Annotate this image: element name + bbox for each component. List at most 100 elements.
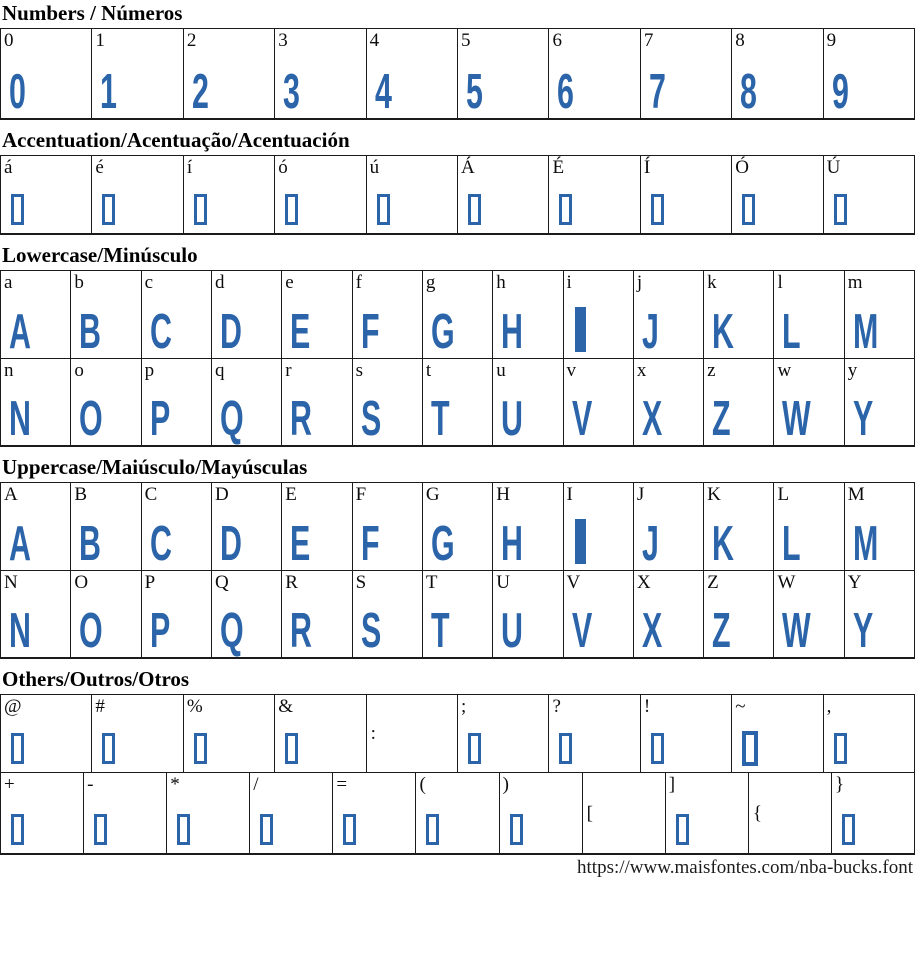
font-glyph: Y	[852, 392, 874, 447]
missing-glyph-box	[285, 194, 299, 226]
char-label: o	[74, 360, 84, 382]
char-label: Ó	[735, 157, 749, 179]
char-label: (	[419, 774, 426, 796]
font-glyph: V	[571, 604, 592, 659]
font-glyph: N	[9, 392, 31, 447]
glyph-cell: Í	[639, 155, 733, 236]
char-label: é	[95, 157, 104, 179]
glyph-cell: =	[332, 772, 417, 856]
glyph-cell: É	[548, 155, 641, 236]
section-title: Numbers / Números	[2, 1, 183, 25]
char-label: ~	[735, 696, 746, 718]
font-glyph: T	[430, 392, 450, 447]
section-title: Accentuation/Acentuação/Acentuación	[2, 128, 350, 153]
missing-glyph-box	[559, 194, 573, 226]
char-label: F	[355, 484, 367, 506]
char-label: :	[370, 723, 376, 745]
missing-glyph-box	[675, 814, 689, 846]
char-label: R	[285, 572, 298, 594]
font-glyph: 9	[831, 64, 849, 119]
char-label: 0	[4, 30, 14, 52]
glyph-cell: ú	[365, 155, 459, 236]
font-glyph: E	[290, 517, 311, 572]
missing-glyph-box	[468, 733, 482, 765]
missing-glyph-box	[102, 733, 116, 765]
glyph-cell: é	[91, 155, 184, 236]
section-title: Others/Outros/Otros	[2, 667, 190, 692]
glyph-cell: #	[91, 694, 184, 774]
font-glyph: K	[712, 517, 735, 572]
font-glyph: S	[360, 604, 381, 659]
char-label: Z	[707, 572, 719, 594]
char-label: c	[144, 272, 154, 294]
char-label: N	[4, 572, 18, 594]
glyph-cell: %	[182, 694, 276, 774]
char-label: v	[566, 360, 577, 382]
font-glyph: J	[641, 517, 659, 572]
missing-glyph-box	[376, 194, 390, 226]
char-label: Y	[847, 572, 862, 594]
glyph-cell: Ú	[822, 155, 916, 236]
char-label: ,	[826, 696, 832, 718]
char-label: f	[355, 272, 362, 294]
glyph-cell: ;	[457, 694, 550, 774]
bar-glyph	[574, 307, 586, 353]
char-label: S	[355, 572, 367, 594]
char-label: d	[214, 272, 225, 294]
font-glyph: N	[9, 604, 31, 659]
font-glyph: R	[290, 604, 313, 659]
char-label: t	[425, 360, 432, 382]
char-label: G	[425, 484, 440, 506]
font-glyph: B	[79, 517, 102, 572]
glyph-cell: ?	[548, 694, 641, 774]
char-label: i	[566, 272, 572, 294]
glyph-cell: Ó	[731, 155, 824, 236]
char-label: s	[355, 360, 363, 382]
char-label: x	[636, 360, 647, 382]
char-label: 1	[95, 30, 105, 52]
char-label: í	[186, 157, 193, 179]
font-glyph: 7	[648, 64, 666, 119]
char-label: u	[496, 360, 506, 382]
char-label: B	[74, 484, 87, 506]
char-label: l	[777, 272, 783, 294]
missing-glyph-box	[650, 733, 664, 765]
char-label: ;	[461, 696, 467, 718]
missing-glyph-box	[102, 194, 116, 226]
char-label: W	[777, 572, 796, 594]
font-glyph: P	[149, 392, 170, 447]
char-label: I	[566, 484, 573, 506]
missing-glyph-box	[833, 733, 847, 765]
char-label: E	[285, 484, 297, 506]
char-label: ó	[278, 157, 288, 179]
missing-glyph-box	[11, 733, 24, 765]
missing-glyph-box	[11, 194, 24, 226]
char-label: T	[425, 572, 438, 594]
char-label: Í	[643, 157, 651, 179]
font-glyph: C	[149, 517, 172, 572]
font-glyph: D	[219, 517, 242, 572]
font-glyph: 0	[9, 64, 26, 119]
char-label: Q	[214, 572, 229, 594]
